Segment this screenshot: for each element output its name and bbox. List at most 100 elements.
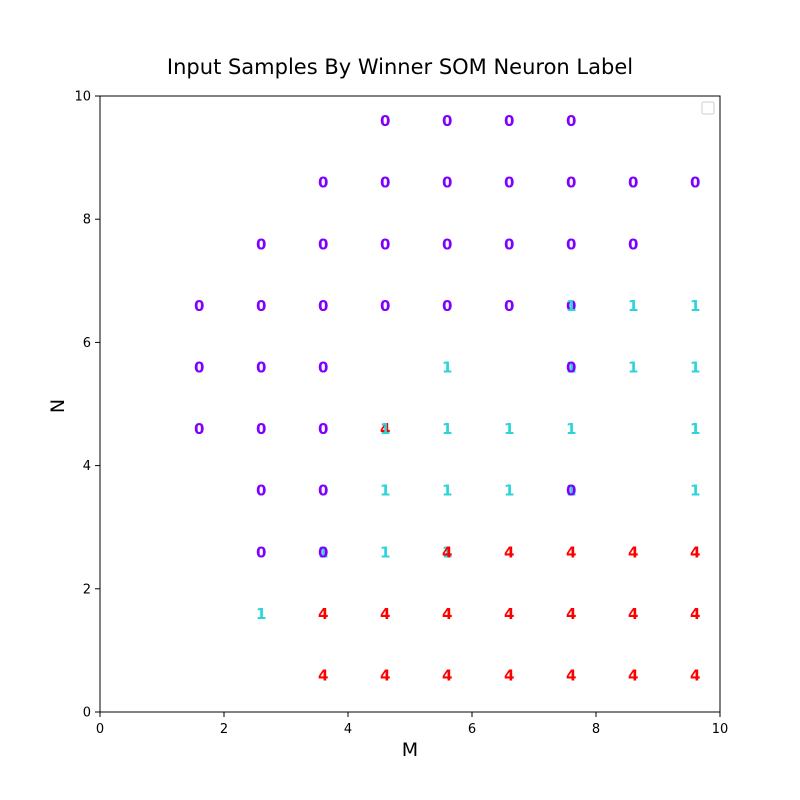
point-label-0: 0 — [628, 235, 638, 253]
point-label-0: 0 — [566, 112, 576, 130]
y-tick-label: 10 — [74, 90, 91, 105]
point-label-0: 0 — [256, 235, 266, 253]
point-label-0: 0 — [566, 235, 576, 253]
points-layer: 0 0 0 00 0 0 0 0 0 00 0 0 0 0 0 00 0 0 0 0 0 01 1 10 0 0 1 10 1 10 0 0 4… — [194, 112, 700, 684]
point-label-4: 4 — [690, 543, 700, 561]
x-tick-label: 4 — [344, 722, 352, 737]
legend-box — [701, 101, 715, 115]
x-tick-label: 8 — [592, 722, 600, 737]
point-label-0: 0 — [256, 297, 266, 315]
y-axis-label: N — [47, 399, 69, 413]
point-label-4: 4 — [566, 543, 576, 561]
point-label-1: 1 — [380, 543, 390, 561]
point-label-1: 1 — [566, 420, 576, 438]
point-label-1: 1 — [690, 482, 700, 500]
point-label-4: 4 — [380, 420, 390, 438]
point-label-1: 1 — [690, 420, 700, 438]
point-label-0: 0 — [504, 174, 514, 192]
point-label-0: 0 — [442, 235, 452, 253]
point-label-0: 0 — [318, 482, 328, 500]
point-label-0: 0 — [194, 359, 204, 377]
point-label-0: 0 — [628, 174, 638, 192]
point-label-1: 1 — [628, 297, 638, 315]
plot-frame — [99, 95, 721, 713]
point-label-1: 1 — [442, 482, 452, 500]
point-label-0: 0 — [318, 235, 328, 253]
point-label-1: 1 — [318, 543, 328, 561]
point-label-1: 1 — [256, 605, 266, 623]
point-label-1: 1 — [504, 420, 514, 438]
point-label-0: 0 — [566, 359, 576, 377]
point-label-4: 4 — [380, 605, 390, 623]
point-label-0: 0 — [318, 543, 328, 561]
y-tick-label: 2 — [83, 582, 91, 597]
point-label-1: 1 — [442, 420, 452, 438]
point-label-0: 0 — [380, 112, 390, 130]
point-label-4: 4 — [504, 605, 514, 623]
y-tick-label: 0 — [83, 706, 91, 721]
point-label-0: 0 — [442, 297, 452, 315]
point-label-4: 4 — [628, 605, 638, 623]
point-label-4: 4 — [442, 543, 452, 561]
x-tick-label: 2 — [220, 722, 228, 737]
y-tick-label: 6 — [83, 336, 91, 351]
point-label-0: 0 — [318, 420, 328, 438]
point-label-4: 4 — [380, 667, 390, 685]
point-label-1: 1 — [690, 297, 700, 315]
point-label-0: 0 — [566, 174, 576, 192]
point-label-0: 0 — [256, 359, 266, 377]
point-label-0: 0 — [380, 297, 390, 315]
point-label-0: 0 — [442, 112, 452, 130]
point-label-0: 0 — [318, 359, 328, 377]
point-label-0: 0 — [380, 174, 390, 192]
x-tick-label: 0 — [96, 722, 104, 737]
point-label-4: 4 — [690, 605, 700, 623]
point-label-0: 0 — [504, 297, 514, 315]
point-label-4: 4 — [628, 543, 638, 561]
point-label-1: 1 — [442, 359, 452, 377]
point-label-0: 0 — [256, 420, 266, 438]
y-tick-label: 8 — [83, 213, 91, 228]
x-axis-label: M — [402, 739, 418, 761]
point-label-0: 0 — [566, 482, 576, 500]
point-label-4: 4 — [566, 667, 576, 685]
point-label-0: 0 — [256, 482, 266, 500]
point-label-0: 0 — [504, 112, 514, 130]
point-label-4: 4 — [566, 605, 576, 623]
point-label-1: 1 — [566, 359, 576, 377]
point-label-0: 0 — [256, 543, 266, 561]
point-label-0: 0 — [504, 235, 514, 253]
point-label-0: 0 — [566, 297, 576, 315]
point-label-0: 0 — [380, 235, 390, 253]
point-label-4: 4 — [442, 667, 452, 685]
point-label-4: 4 — [690, 667, 700, 685]
point-label-1: 1 — [442, 543, 452, 561]
point-label-4: 4 — [318, 605, 328, 623]
point-label-0: 0 — [318, 297, 328, 315]
x-tick-label: 6 — [468, 722, 476, 737]
point-label-1: 1 — [566, 297, 576, 315]
plot-background — [100, 96, 720, 712]
point-label-1: 1 — [380, 482, 390, 500]
point-label-4: 4 — [442, 605, 452, 623]
point-label-0: 0 — [442, 174, 452, 192]
point-label-1: 1 — [504, 482, 514, 500]
point-label-4: 4 — [504, 667, 514, 685]
point-label-1: 1 — [628, 359, 638, 377]
point-label-1: 1 — [380, 420, 390, 438]
point-label-0: 0 — [690, 174, 700, 192]
y-tick-label: 4 — [83, 459, 91, 474]
point-label-0: 0 — [318, 174, 328, 192]
plot-area — [100, 96, 720, 712]
point-label-4: 4 — [628, 667, 638, 685]
point-label-1: 1 — [690, 359, 700, 377]
point-label-0: 0 — [194, 297, 204, 315]
point-label-4: 4 — [504, 543, 514, 561]
chart-title: Input Samples By Winner SOM Neuron Label — [167, 55, 633, 79]
x-tick-label: 10 — [712, 722, 729, 737]
point-label-4: 4 — [318, 667, 328, 685]
point-label-0: 0 — [194, 420, 204, 438]
point-label-1: 1 — [566, 482, 576, 500]
